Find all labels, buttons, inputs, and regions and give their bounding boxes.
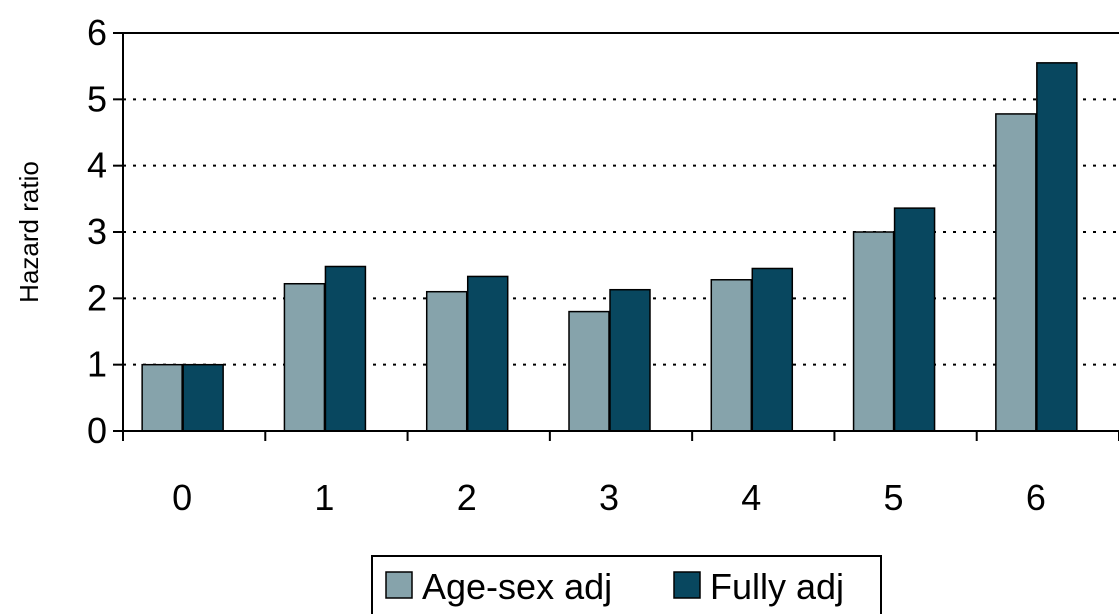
bar-age-sex-adj-2 [425,290,468,432]
bar-fully-adj-0 [182,363,224,432]
x-tick-label: 3 [599,477,619,518]
x-tick-label: 1 [314,477,334,518]
bar-age-sex-adj-0 [141,363,183,432]
y-tick-label: 4 [87,145,107,186]
y-tick-label: 0 [87,410,107,451]
y-axis-title: Hazard ratio [14,161,44,303]
bar-fully-adj-6 [1036,62,1078,432]
axes [113,32,1119,441]
bar-age-sex-adj-4 [710,279,753,432]
bar-fully-adj-4 [751,267,794,432]
y-tick-label: 5 [87,78,107,119]
x-tick-label: 6 [1026,477,1046,518]
legend-box [371,555,882,614]
legend-swatch-age-sex-adj [385,571,413,599]
bar-age-sex-adj-1 [283,282,326,432]
x-tick-labels: 0 1 2 3 4 5 6 [172,477,1046,518]
bar-fully-adj-3 [609,288,651,432]
x-tick-label: 0 [172,477,192,518]
x-tick-label: 4 [741,477,761,518]
legend-swatch-fully-adj [673,571,701,599]
y-tick-label: 1 [87,344,107,385]
bar-age-sex-adj-5 [852,231,895,432]
x-tick-label: 5 [884,477,904,518]
y-tick-label: 6 [87,12,107,53]
legend-label-fully-adj: Fully adj [710,566,844,607]
y-tick-label: 3 [87,211,107,252]
bar-fully-adj-5 [893,207,936,432]
y-tick-labels: 0 1 2 3 4 5 6 [87,12,107,451]
gridlines [123,32,1119,366]
bar-fully-adj-2 [466,275,509,432]
bars [141,62,1078,432]
bar-fully-adj-1 [324,265,367,432]
legend: Age-sex adj Fully adj [371,555,882,614]
y-tick-label: 2 [87,277,107,318]
x-tick-label: 2 [457,477,477,518]
legend-label-age-sex-adj: Age-sex adj [422,566,612,607]
bar-age-sex-adj-3 [568,310,610,432]
bar-age-sex-adj-6 [995,113,1037,432]
